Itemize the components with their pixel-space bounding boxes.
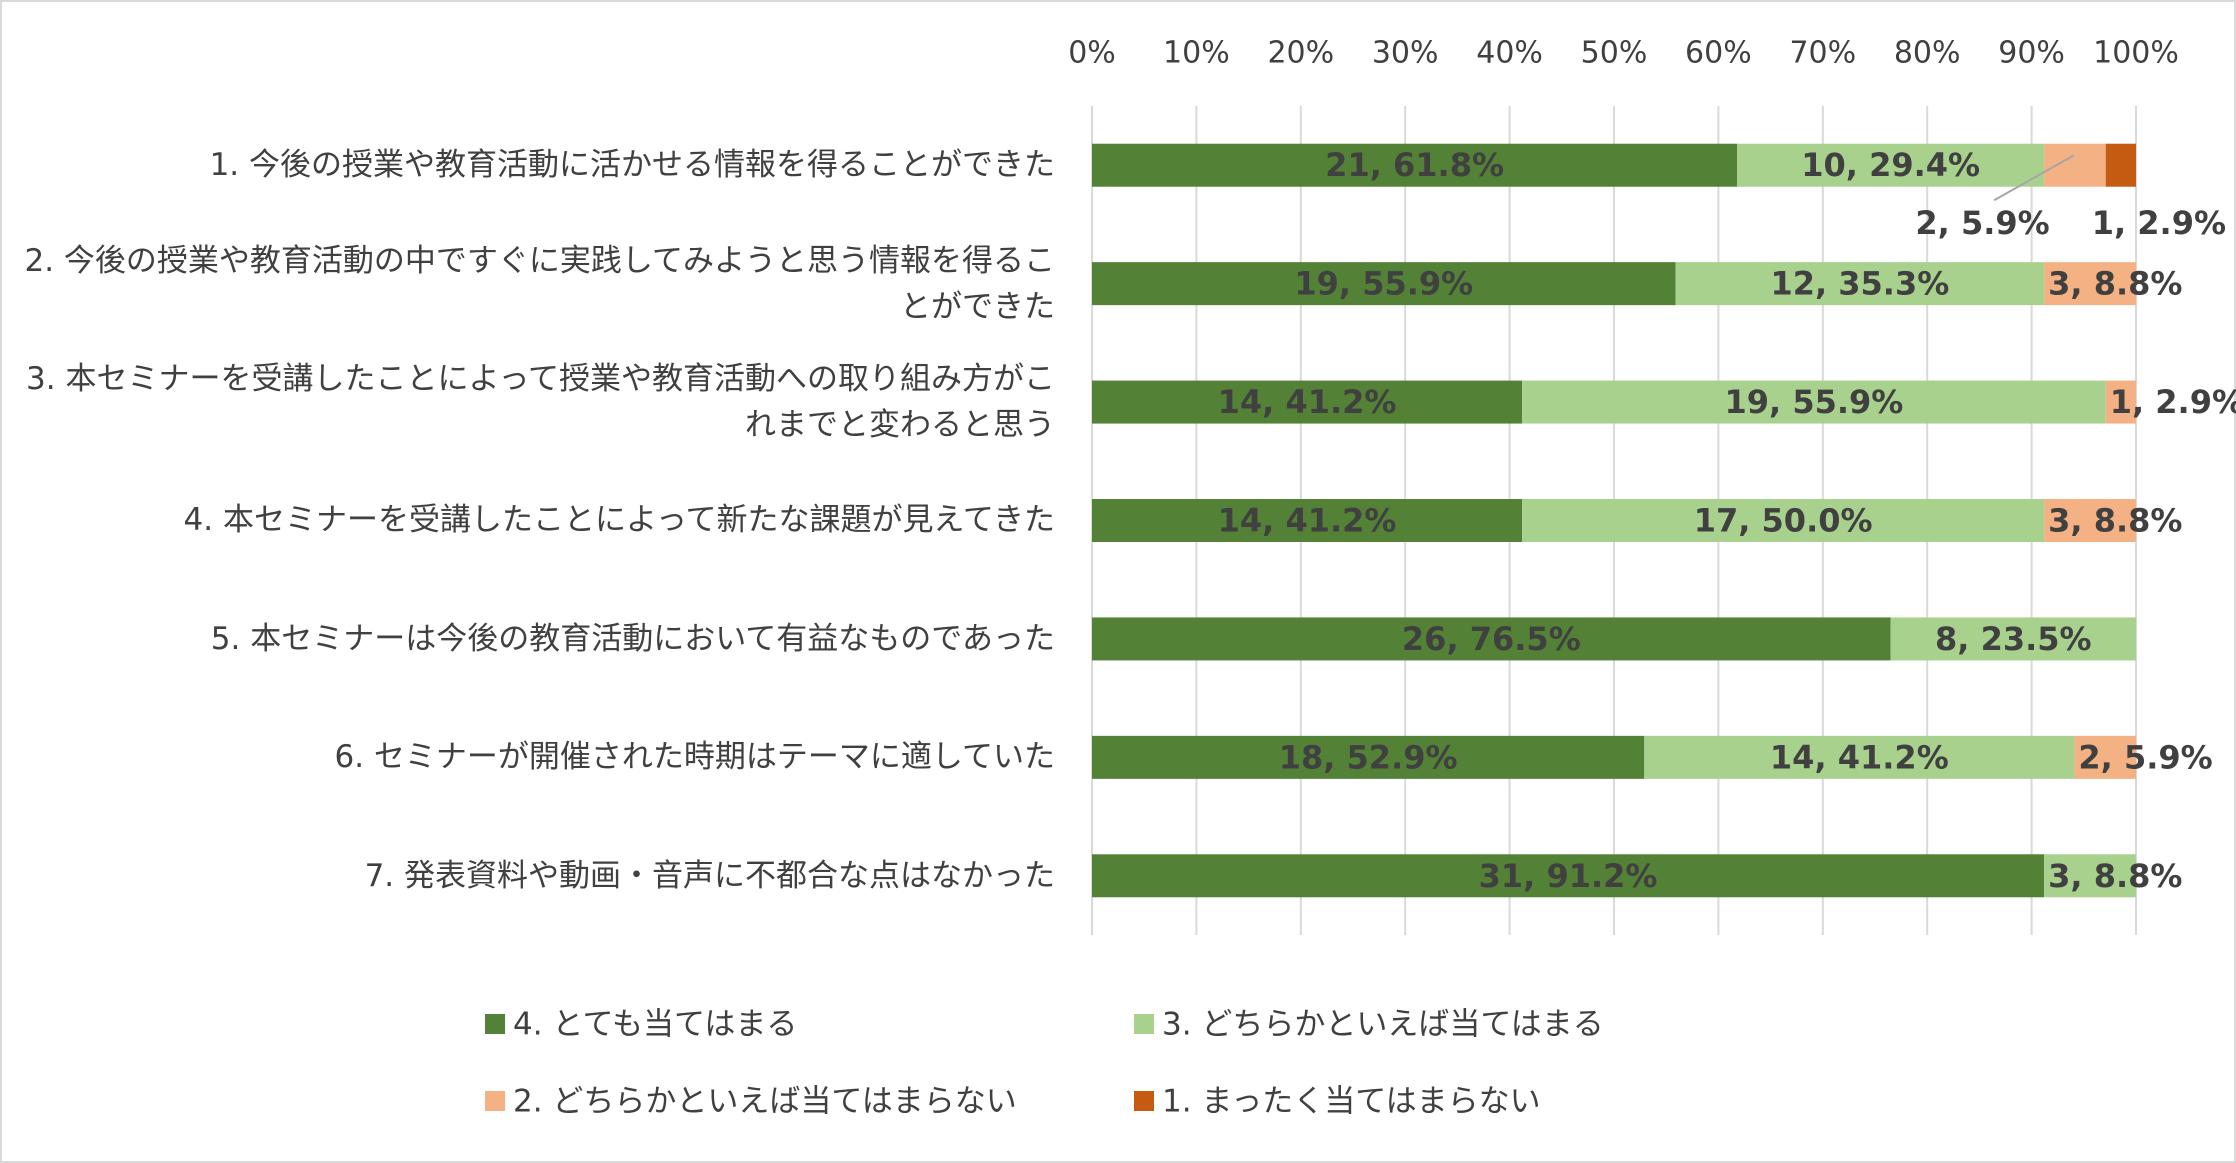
- bar-segment: [2105, 380, 2136, 424]
- category-label: 6. セミナーが開催された時期はテーマに適していた: [334, 739, 1056, 776]
- category-label: 4. 本セミナーを受講したことによって新たな課題が見えてきた: [183, 502, 1055, 539]
- data-label: 1, 2.9%: [2110, 383, 2236, 421]
- bar-segment: [2044, 499, 2136, 542]
- legend-swatch: [1134, 1091, 1154, 1111]
- data-label: 1, 2.9%: [2092, 204, 2226, 242]
- data-label: 21, 61.8%: [1325, 146, 1504, 184]
- x-tick-label: 90%: [1998, 36, 2065, 71]
- x-tick-label: 30%: [1372, 36, 1439, 71]
- bar-segment: [2044, 262, 2136, 306]
- data-label: 3, 8.8%: [2048, 857, 2182, 895]
- x-tick-label: 100%: [2093, 36, 2179, 71]
- bar-segment: [1092, 262, 1676, 306]
- category-label: 5. 本セミナーは今後の教育活動において有益なものであった: [210, 620, 1055, 657]
- data-label: 18, 52.9%: [1279, 738, 1458, 776]
- legend-label: 4. とても当てはまる: [513, 1007, 797, 1043]
- bar-segment: [1675, 262, 2045, 306]
- legend-swatch: [485, 1091, 505, 1111]
- data-label: 2, 5.9%: [2078, 738, 2212, 776]
- data-label: 3, 8.8%: [2048, 265, 2182, 303]
- category-label: 1. 今後の授業や教育活動に活かせる情報を得ることができた: [209, 147, 1055, 184]
- data-label: 8, 23.5%: [1935, 620, 2092, 658]
- bar-segment: [1092, 380, 1523, 424]
- x-tick-label: 10%: [1163, 36, 1230, 71]
- legend-swatch: [485, 1014, 505, 1034]
- data-label: 19, 55.9%: [1725, 383, 1904, 421]
- bar-segment: [1522, 380, 2106, 424]
- x-tick-label: 60%: [1685, 36, 1752, 71]
- bar-segment: [1522, 499, 2045, 542]
- legend-label: 1. まったく当てはまらない: [1162, 1084, 1541, 1120]
- legend-swatch: [1134, 1014, 1154, 1034]
- legend-label: 2. どちらかといえば当てはまらない: [513, 1084, 1017, 1120]
- bar-segment: [1092, 735, 1645, 779]
- x-tick-label: 40%: [1476, 36, 1543, 71]
- bar-segment: [2074, 735, 2136, 779]
- bar-segment: [1092, 499, 1523, 542]
- data-label: 3, 8.8%: [2048, 502, 2182, 540]
- data-label: 17, 50.0%: [1694, 502, 1873, 540]
- bar-segment: [1644, 735, 2075, 779]
- bar-segment: [2105, 143, 2136, 187]
- x-tick-label: 70%: [1789, 36, 1856, 71]
- bar-segment: [2044, 854, 2136, 898]
- category-label: 3. 本セミナーを受講したことによって授業や教育活動への取り組み方がこれまでと変…: [26, 361, 1055, 444]
- data-label: 14, 41.2%: [1218, 383, 1397, 421]
- legend-label: 3. どちらかといえば当てはまる: [1162, 1007, 1604, 1043]
- x-tick-label: 20%: [1267, 36, 1334, 71]
- x-tick-label: 50%: [1581, 36, 1648, 71]
- bar-segment: [1092, 854, 2045, 898]
- data-label: 19, 55.9%: [1294, 265, 1473, 303]
- bar-segment: [1890, 617, 2136, 661]
- category-label: 7. 発表資料や動画・音声に不都合な点はなかった: [364, 857, 1055, 894]
- x-tick-label: 80%: [1894, 36, 1961, 71]
- bar-segment: [1092, 617, 1891, 661]
- data-label: 26, 76.5%: [1402, 620, 1581, 658]
- data-label: 31, 91.2%: [1479, 857, 1658, 895]
- x-tick-label: 0%: [1068, 36, 1116, 71]
- data-label: 10, 29.4%: [1801, 146, 1980, 184]
- bar-segment: [2044, 143, 2106, 187]
- data-label: 14, 41.2%: [1218, 502, 1397, 540]
- leader-line: [1993, 154, 2075, 202]
- bar-segment: [1737, 143, 2045, 187]
- data-label: 12, 35.3%: [1770, 265, 1949, 303]
- data-label: 2, 5.9%: [1915, 204, 2049, 242]
- data-label: 14, 41.2%: [1770, 738, 1949, 776]
- bar-segment: [1092, 143, 1738, 187]
- category-label: 2. 今後の授業や教育活動の中ですぐに実践してみようと思う情報を得ることができた: [24, 242, 1056, 325]
